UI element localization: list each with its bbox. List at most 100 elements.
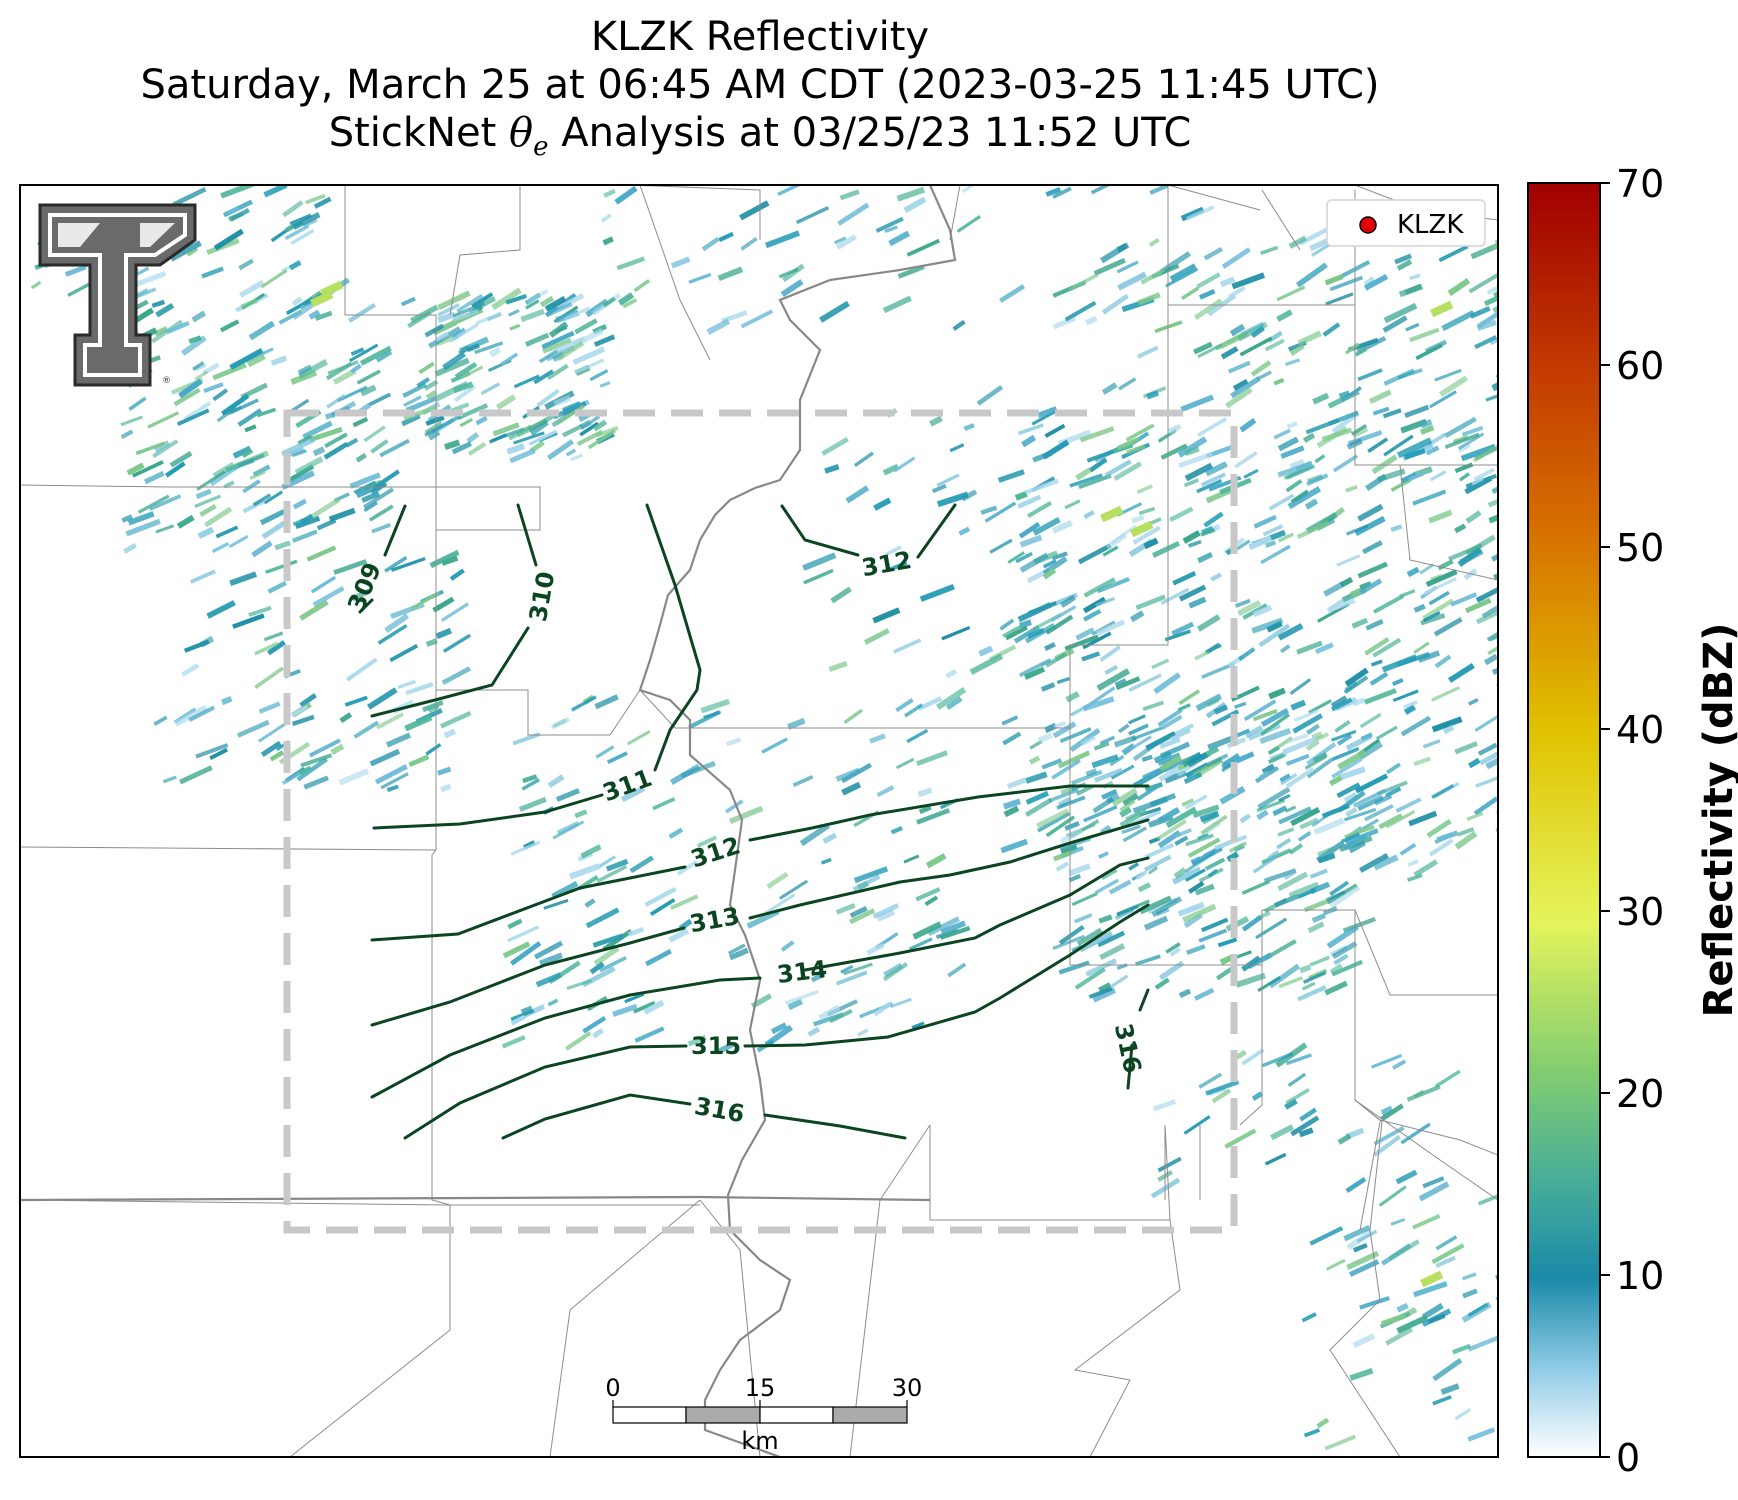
radar-echo bbox=[1041, 758, 1063, 770]
radar-echo bbox=[216, 406, 238, 423]
radar-echo bbox=[197, 526, 215, 539]
radar-echo bbox=[1122, 826, 1147, 843]
radar-echo bbox=[584, 898, 596, 908]
radar-echo bbox=[1187, 539, 1202, 548]
radar-echo bbox=[1200, 472, 1227, 487]
radar-echo bbox=[1323, 581, 1345, 597]
radar-echo bbox=[1283, 869, 1297, 881]
radar-echo bbox=[1151, 896, 1183, 918]
radar-echo bbox=[818, 1004, 841, 1021]
radar-echo bbox=[179, 765, 213, 785]
radar-echo bbox=[1329, 963, 1343, 975]
radar-echo bbox=[1474, 335, 1498, 350]
radar-echo bbox=[1150, 1177, 1181, 1199]
radar-echo bbox=[706, 318, 731, 335]
radar-echo bbox=[1172, 571, 1197, 586]
radar-echo bbox=[1198, 288, 1216, 300]
radar-echo bbox=[552, 400, 587, 420]
radar-echo bbox=[1001, 715, 1019, 726]
radar-echo bbox=[126, 462, 145, 476]
radar-echo bbox=[336, 385, 368, 403]
radar-echo bbox=[1352, 427, 1369, 439]
radar-echo bbox=[452, 301, 485, 318]
radar-echo bbox=[166, 321, 190, 335]
radar-echo bbox=[466, 343, 480, 353]
radar-echo bbox=[1148, 237, 1160, 247]
radar-echo bbox=[1108, 879, 1132, 895]
radar-echo bbox=[1036, 808, 1070, 829]
radar-echo bbox=[1348, 1259, 1380, 1277]
radar-echo bbox=[1277, 871, 1309, 892]
radar-echo bbox=[949, 443, 965, 453]
radar-echo bbox=[1465, 510, 1482, 524]
radar-echo bbox=[1013, 625, 1041, 644]
radar-echo bbox=[539, 295, 555, 308]
radar-echo bbox=[1268, 753, 1285, 764]
radar-echo bbox=[863, 628, 890, 645]
radar-echo bbox=[452, 308, 480, 323]
radar-echo bbox=[441, 555, 459, 566]
radar-echo bbox=[1064, 634, 1099, 651]
radar-echo bbox=[1156, 819, 1187, 841]
radar-echo bbox=[191, 310, 207, 323]
radar-echo bbox=[834, 236, 847, 245]
radar-echo bbox=[1429, 390, 1457, 409]
radar-echo bbox=[1126, 444, 1146, 455]
radar-echo bbox=[600, 213, 612, 223]
radar-echo bbox=[1178, 689, 1201, 706]
radar-echo bbox=[1390, 524, 1403, 532]
radar-echo bbox=[1323, 906, 1338, 916]
radar-echo bbox=[1193, 341, 1213, 355]
radar-echo bbox=[1256, 911, 1271, 921]
radar-echo bbox=[1420, 613, 1446, 626]
radar-echo bbox=[1241, 879, 1271, 895]
radar-echo bbox=[1044, 641, 1056, 652]
radar-echo bbox=[1459, 548, 1484, 566]
radar-echo bbox=[884, 225, 898, 233]
radar-echo bbox=[1489, 626, 1498, 642]
radar-echo bbox=[1169, 506, 1194, 523]
radar-echo bbox=[1345, 1177, 1367, 1193]
radar-echo bbox=[587, 428, 617, 450]
radar-echo bbox=[291, 296, 303, 307]
radar-echo bbox=[1473, 467, 1495, 482]
radar-echo bbox=[565, 448, 577, 457]
radar-echo bbox=[338, 768, 370, 786]
radar-echo bbox=[1059, 727, 1092, 744]
radar-echo bbox=[1486, 277, 1498, 295]
radar-echo bbox=[1435, 1235, 1458, 1251]
radar-echo bbox=[203, 382, 224, 393]
radar-echo bbox=[1365, 619, 1384, 631]
radar-echo bbox=[1200, 528, 1216, 537]
radar-echo bbox=[1181, 798, 1195, 807]
radar-echo bbox=[1142, 767, 1162, 781]
radar-echo bbox=[1434, 654, 1452, 669]
radar-echo bbox=[780, 940, 795, 952]
radar-echo bbox=[121, 514, 133, 523]
radar-echo bbox=[1050, 605, 1077, 623]
radar-echo bbox=[280, 436, 316, 457]
radar-echo bbox=[890, 997, 912, 1009]
radar-echo bbox=[903, 703, 924, 718]
radar-echo bbox=[1381, 654, 1418, 673]
radar-echo bbox=[525, 332, 550, 347]
radar-echo bbox=[1390, 1217, 1406, 1226]
radar-echo bbox=[1337, 749, 1367, 770]
radar-echo bbox=[151, 299, 166, 308]
radar-echo bbox=[1101, 789, 1118, 800]
radar-echo bbox=[1458, 432, 1485, 450]
radar-echo bbox=[506, 443, 526, 455]
radar-echo bbox=[352, 416, 369, 428]
radar-echo bbox=[1140, 267, 1166, 285]
radar-echo bbox=[1415, 343, 1444, 361]
radar-echo bbox=[1276, 309, 1293, 322]
radar-echo bbox=[1324, 980, 1348, 996]
radar-echo bbox=[1027, 627, 1045, 639]
radar-echo bbox=[1409, 273, 1421, 281]
radar-echo bbox=[1422, 598, 1454, 621]
radar-echo bbox=[1336, 554, 1361, 567]
radar-echo bbox=[1090, 185, 1114, 195]
radar-echo bbox=[292, 212, 321, 230]
radar-echo bbox=[696, 835, 718, 848]
radar-echo bbox=[1441, 310, 1475, 332]
